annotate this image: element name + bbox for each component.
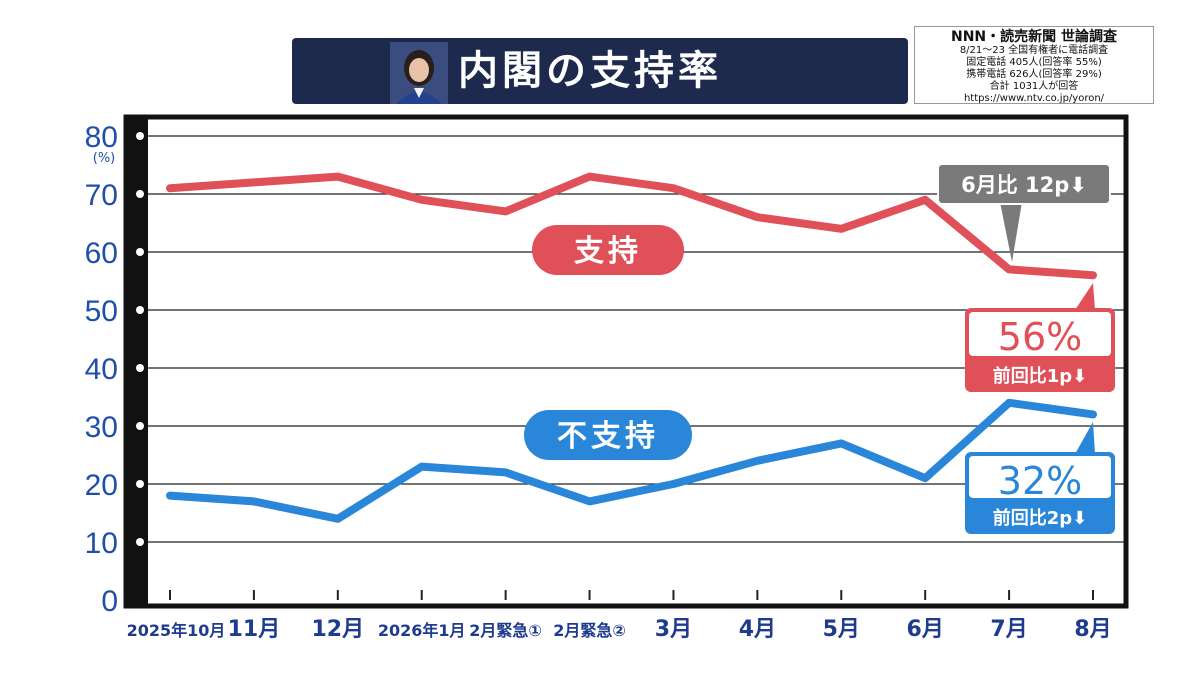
x-tick-label: 2月緊急② (553, 621, 626, 640)
survey-title: NNN・読売新聞 世論調査 (950, 29, 1118, 45)
callout-nonsupport-value: 32% (998, 459, 1082, 503)
x-tick-label: 5月 (823, 617, 860, 642)
axis-dot (136, 422, 144, 430)
june-compare-label: 6月比 12p⬇ (961, 173, 1087, 197)
axis-dot (136, 538, 144, 546)
survey-url: https://www.ntv.co.jp/yoron/ (963, 93, 1105, 104)
y-tick-label: 40 (85, 353, 118, 386)
callout-nonsupport-inner (969, 456, 1111, 498)
axis-dot (136, 190, 144, 198)
x-tick-label: 12月 (312, 617, 365, 642)
x-tick-label: 11月 (228, 617, 281, 642)
survey-info-box: NNN・読売新聞 世論調査 8/21〜23 全国有権者に電話調査 固定電話 40… (914, 26, 1154, 104)
series-name-nonsupport-label: 不支持 (557, 419, 659, 454)
series-name-nonsupport-pill (524, 410, 692, 460)
x-tick-label: 2025年10月 (127, 621, 226, 640)
june-compare-box (937, 163, 1111, 205)
series-line-support (166, 172, 1097, 280)
series-name-support-label: 支持 (574, 234, 642, 269)
axis-dot (136, 306, 144, 314)
callout-nonsupport-change: 前回比2p⬇ (993, 507, 1088, 529)
survey-dates: 8/21〜23 全国有権者に電話調査 (959, 45, 1109, 56)
y-tick-label: 0 (101, 585, 118, 618)
axis-dot (136, 480, 144, 488)
survey-mobile: 携帯電話 626人(回答率 29%) (966, 69, 1102, 80)
y-tick-label: 30 (85, 411, 118, 444)
axis-band (126, 117, 148, 606)
callout-support-pointer (1075, 283, 1095, 310)
series-name-support-pill (532, 225, 684, 275)
x-tick-label: 7月 (990, 617, 1027, 642)
callout-support-change: 前回比1p⬇ (993, 365, 1088, 387)
callout-support-inner (969, 312, 1111, 356)
y-tick-label: 70 (85, 179, 118, 212)
x-tick-label: 2月緊急① (469, 621, 542, 640)
axis-dot (136, 364, 144, 372)
y-tick-label: 50 (85, 295, 118, 328)
callout-support-value: 56% (998, 315, 1082, 359)
x-tick-label: 8月 (1074, 617, 1111, 642)
x-tick-label: 4月 (739, 617, 776, 642)
person-portrait-icon (390, 42, 448, 104)
y-tick-label: 60 (85, 237, 118, 270)
survey-total: 合計 1031人が回答 (989, 81, 1079, 92)
june-compare-pointer (1000, 202, 1022, 262)
axis-dot (136, 248, 144, 256)
survey-landline: 固定電話 405人(回答率 55%) (966, 57, 1102, 68)
y-unit-label: (%) (93, 151, 116, 166)
portrait-photo (390, 42, 448, 104)
x-tick-label: 3月 (655, 617, 692, 642)
y-tick-label: 20 (85, 469, 118, 502)
y-tick-label: 10 (85, 527, 118, 560)
title-bar: 内閣の支持率 (292, 38, 908, 104)
x-tick-label: 6月 (907, 617, 944, 642)
x-tick-label: 2026年1月 (378, 621, 466, 640)
page-title: 内閣の支持率 (458, 48, 722, 94)
y-tick-label: 80 (85, 121, 118, 154)
series-line-nonsupport (166, 398, 1097, 523)
callout-nonsupport-pointer (1075, 422, 1095, 454)
axis-dot (136, 132, 144, 140)
